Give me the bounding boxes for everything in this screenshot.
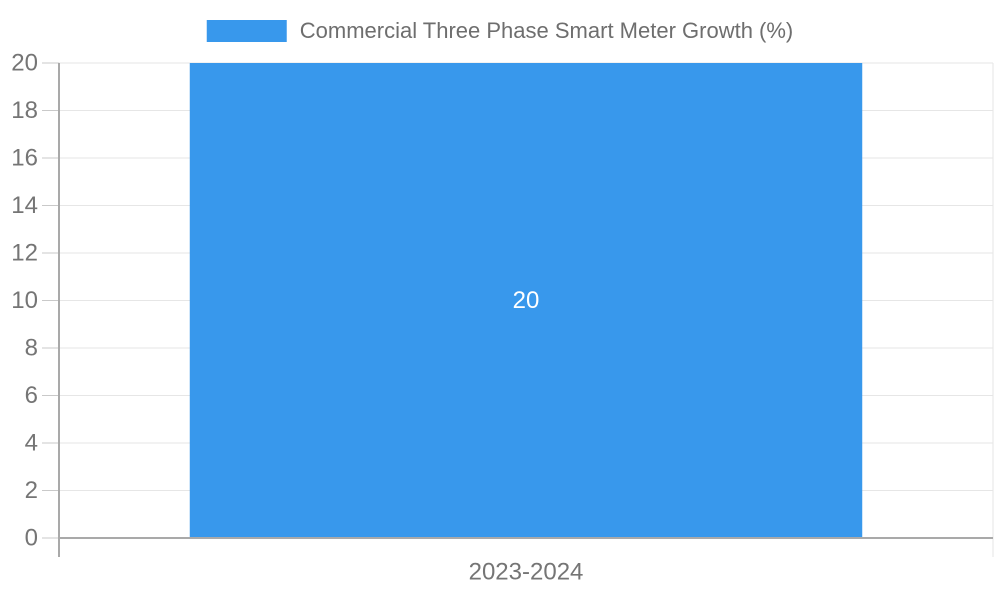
y-tick-label: 4 bbox=[25, 430, 38, 457]
y-tick-label: 14 bbox=[11, 192, 38, 219]
bar-value-label: 20 bbox=[513, 287, 540, 314]
y-tick-label: 2 bbox=[25, 477, 38, 504]
y-tick-label: 0 bbox=[25, 525, 38, 552]
y-tick-label: 18 bbox=[11, 97, 38, 124]
y-tick-label: 12 bbox=[11, 240, 38, 267]
legend-label: Commercial Three Phase Smart Meter Growt… bbox=[299, 18, 794, 43]
y-tick-label: 20 bbox=[11, 50, 38, 77]
bar-2023-2024[interactable] bbox=[189, 63, 863, 538]
x-axis-category-label: 2023-2024 bbox=[469, 559, 584, 586]
chart-legend[interactable]: Commercial Three Phase Smart Meter Growt… bbox=[206, 18, 794, 43]
y-tick-label: 6 bbox=[25, 382, 38, 409]
y-tick-label: 8 bbox=[25, 335, 38, 362]
y-tick-label: 16 bbox=[11, 145, 38, 172]
y-tick-label: 10 bbox=[11, 287, 38, 314]
legend-swatch-icon bbox=[206, 20, 287, 42]
